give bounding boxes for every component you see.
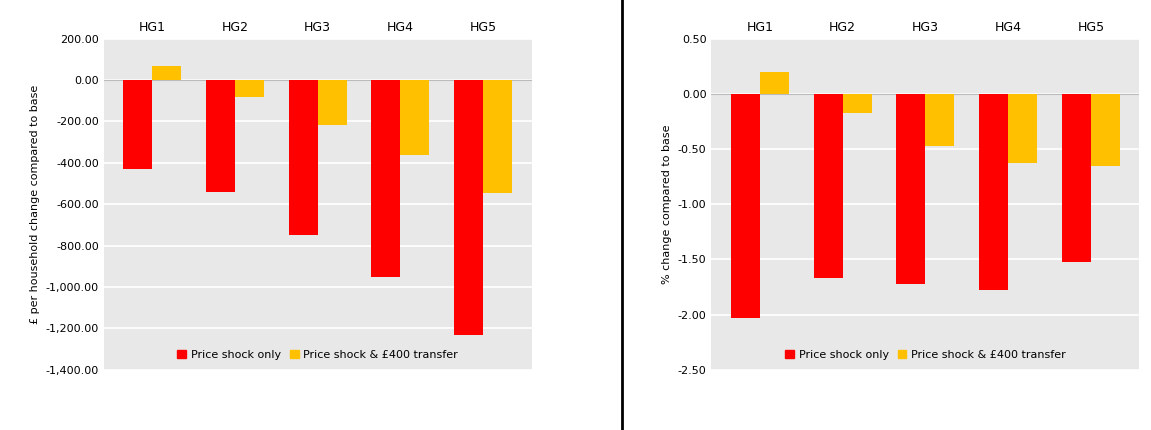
- Bar: [455, 80, 483, 335]
- Bar: [483, 80, 512, 193]
- Legend: Price shock only, Price shock & £400 transfer: Price shock only, Price shock & £400 tra…: [173, 345, 463, 364]
- Bar: [318, 80, 346, 125]
- Legend: Price shock only, Price shock & £400 transfer: Price shock only, Price shock & £400 tra…: [780, 345, 1070, 364]
- Bar: [731, 94, 760, 318]
- Bar: [760, 72, 788, 94]
- Bar: [897, 94, 925, 284]
- Bar: [1062, 94, 1091, 261]
- Bar: [401, 80, 429, 154]
- Bar: [372, 80, 401, 276]
- Bar: [1091, 94, 1120, 166]
- Bar: [123, 80, 152, 169]
- Bar: [980, 94, 1008, 290]
- Bar: [235, 80, 264, 97]
- Bar: [289, 80, 318, 235]
- Bar: [925, 94, 954, 146]
- Bar: [1008, 94, 1037, 163]
- Bar: [206, 80, 235, 192]
- Y-axis label: £ per household change compared to base: £ per household change compared to base: [30, 85, 40, 324]
- Bar: [814, 94, 843, 278]
- Bar: [843, 94, 871, 113]
- Bar: [152, 66, 181, 80]
- Y-axis label: % change compared to base: % change compared to base: [662, 125, 672, 284]
